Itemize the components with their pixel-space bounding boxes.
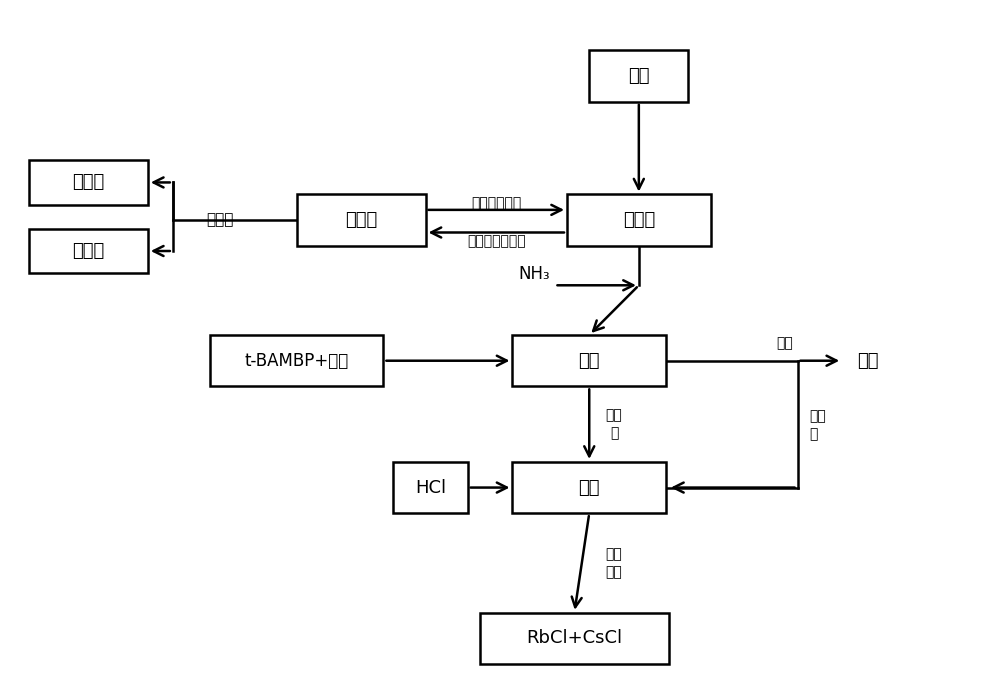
Text: 结晶: 结晶 [606, 565, 622, 579]
Bar [567, 194, 711, 246]
Text: 卤水: 卤水 [628, 67, 650, 85]
Bar [512, 335, 666, 387]
Text: 相: 相 [610, 426, 618, 440]
Text: 有机: 有机 [809, 409, 826, 423]
Bar [29, 160, 148, 205]
Text: 水相: 水相 [776, 337, 793, 350]
Text: 铵型螯合树脂: 铵型螯合树脂 [471, 196, 521, 210]
Text: HCl: HCl [415, 479, 446, 497]
Bar [480, 613, 669, 664]
Text: NH₃: NH₃ [518, 265, 550, 283]
Text: t-BAMBP+煤油: t-BAMBP+煤油 [245, 352, 349, 370]
Text: 排放: 排放 [857, 352, 879, 370]
Text: 萃取: 萃取 [578, 352, 600, 370]
Text: 相: 相 [809, 428, 818, 441]
Text: 吸附后螯合树脂: 吸附后螯合树脂 [467, 234, 526, 248]
Text: 蒸发: 蒸发 [606, 547, 622, 561]
Text: 后处理: 后处理 [207, 212, 234, 228]
Text: 钙产品: 钙产品 [72, 242, 105, 260]
Text: 吸附柱: 吸附柱 [623, 211, 655, 229]
Text: 反萃: 反萃 [578, 479, 600, 497]
Text: 有机: 有机 [606, 408, 622, 422]
Bar [589, 51, 688, 102]
Bar [393, 462, 468, 514]
Text: RbCl+CsCl: RbCl+CsCl [526, 629, 622, 648]
Bar [512, 462, 666, 514]
Bar [297, 194, 426, 246]
Text: 氨水池: 氨水池 [345, 211, 377, 229]
Bar [210, 335, 383, 387]
Text: 镁产品: 镁产品 [72, 174, 105, 192]
Bar [29, 229, 148, 273]
